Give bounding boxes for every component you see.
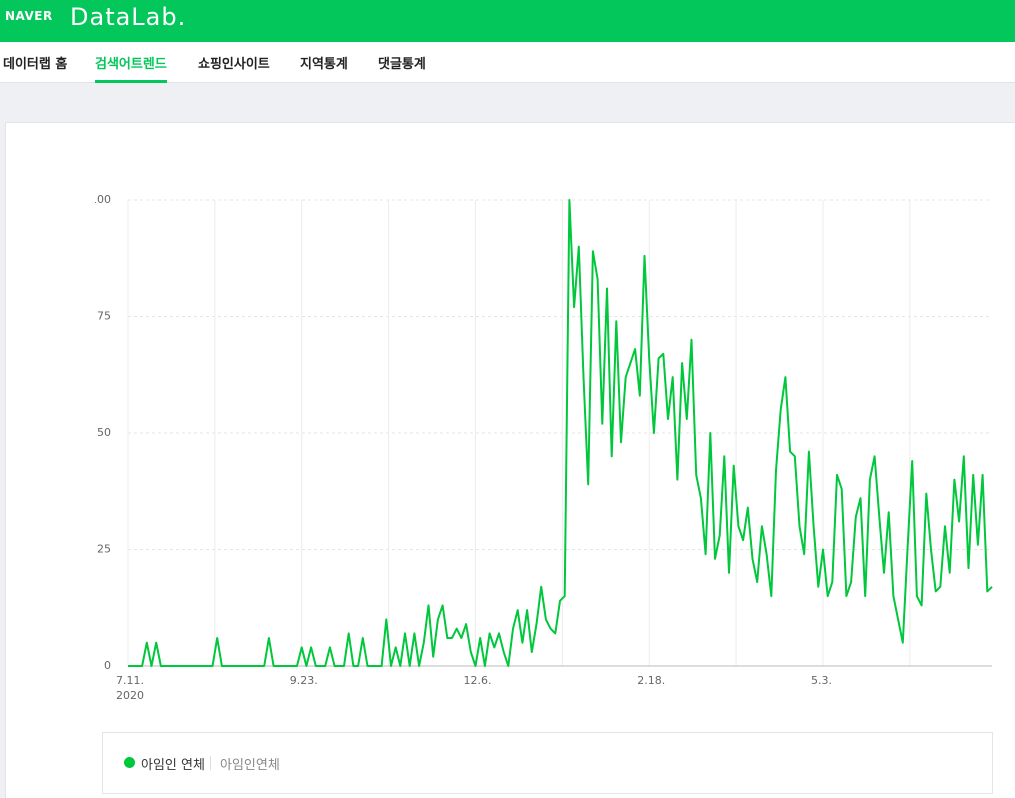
legend: 아임인 연체 아임인연체: [102, 732, 993, 794]
x-tick-label: 5.3.: [811, 674, 832, 687]
nav-tab[interactable]: 검색어트렌드: [95, 53, 167, 83]
legend-label: 아임인 연체: [141, 758, 205, 773]
year-label: 2020: [116, 689, 144, 702]
nav-tab[interactable]: 댓글통계: [378, 57, 426, 72]
x-tick-label: 7.11.: [116, 674, 144, 687]
x-tick-label: 12.6.: [463, 674, 491, 687]
legend-separator: [210, 756, 211, 770]
y-tick-label: 0: [104, 659, 111, 672]
x-tick-label: 9.23.: [290, 674, 318, 687]
legend-keyword: 아임인연체: [220, 758, 280, 773]
product-name[interactable]: DataLab.: [70, 3, 187, 31]
y-tick-label: 100: [90, 193, 111, 206]
series-line: [128, 199, 993, 667]
nav-tab[interactable]: 지역통계: [300, 57, 348, 72]
chart-card: [5, 122, 1015, 798]
y-tick-label: 25: [97, 543, 111, 556]
legend-dot: [124, 757, 135, 768]
x-tick-label: 2.18.: [637, 674, 665, 687]
y-tick-label: 75: [97, 310, 111, 323]
header: NAVER DataLab.: [0, 0, 1015, 42]
brand[interactable]: NAVER: [5, 9, 53, 23]
nav-tab[interactable]: 쇼핑인사이트: [198, 57, 270, 72]
nav-bar: 데이터랩 홈 검색어트렌드 쇼핑인사이트 지역통계 댓글통계: [0, 42, 1015, 83]
nav-tab[interactable]: 데이터랩 홈: [3, 57, 68, 72]
y-tick-label: 50: [97, 426, 111, 439]
